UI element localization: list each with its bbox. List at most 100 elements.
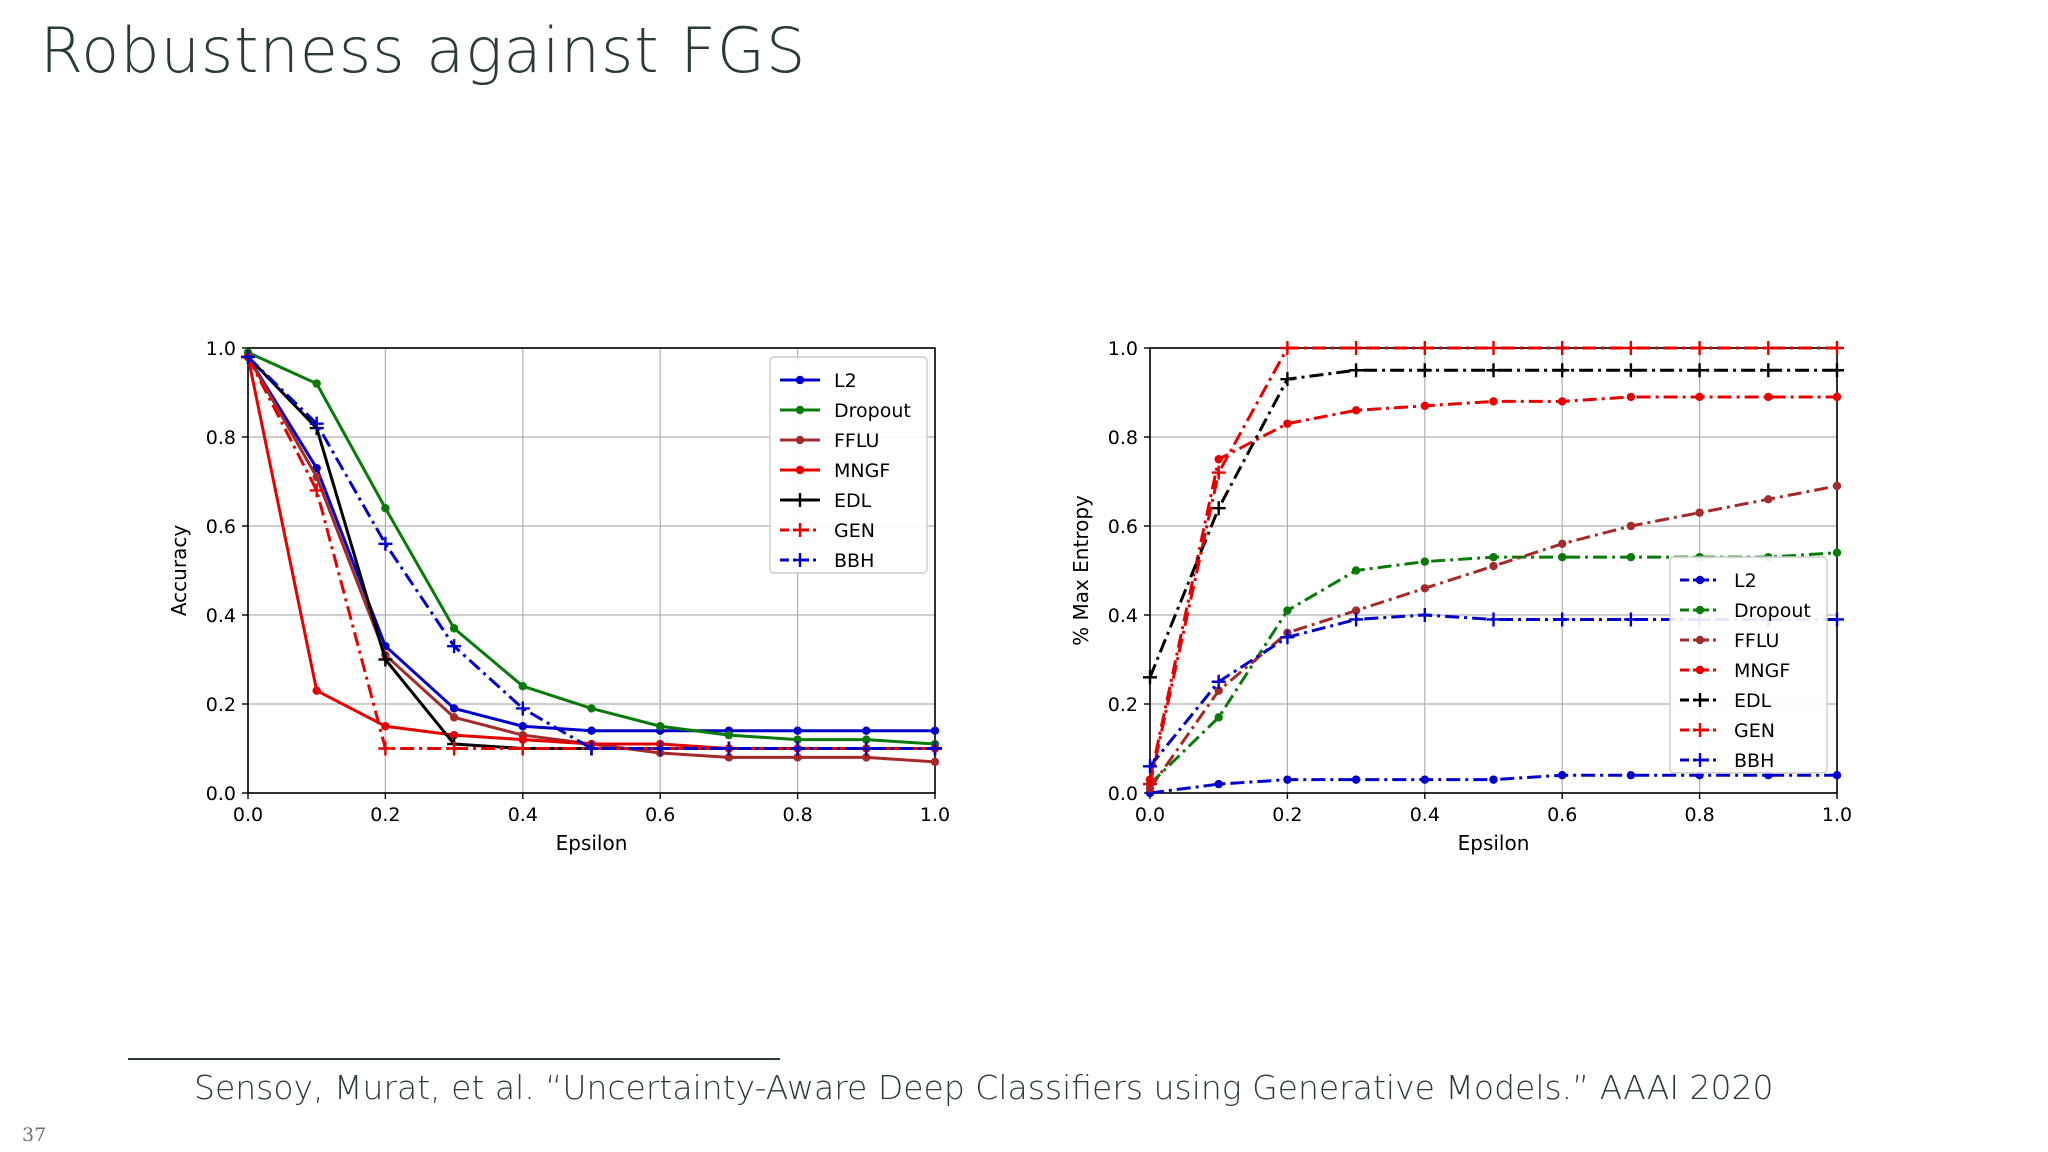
legend-label: GEN (834, 520, 875, 542)
data-point (1695, 508, 1704, 517)
legend-item-mngf: MNGF (1680, 660, 1790, 682)
legend-item-gen: GEN (1680, 720, 1775, 742)
data-point (928, 741, 942, 756)
data-point (1486, 341, 1501, 355)
data-point (1558, 539, 1567, 548)
y-tick-label: 0.6 (206, 516, 236, 538)
legend-label: FFLU (1734, 630, 1779, 652)
data-point (1832, 548, 1842, 557)
legend-label: Dropout (1734, 600, 1811, 622)
data-point (1761, 341, 1776, 355)
data-point (1143, 777, 1157, 792)
legend-item-fflu: FFLU (780, 430, 879, 452)
legend-marker (793, 553, 807, 567)
legend-marker (1693, 753, 1707, 767)
y-tick-label: 0.2 (206, 694, 236, 716)
legend-label: MNGF (834, 460, 890, 482)
data-point (1280, 630, 1295, 645)
legend-item-edl: EDL (780, 490, 872, 512)
footnote-citation: Sensoy, Murat, et al. “Uncertainty-Aware… (194, 1068, 1774, 1107)
data-point (447, 741, 462, 756)
data-point (1558, 397, 1567, 406)
data-point (656, 722, 665, 731)
data-point (518, 722, 527, 731)
legend-label: GEN (1734, 720, 1775, 742)
legend-item-gen: GEN (780, 520, 875, 542)
data-point (1283, 606, 1292, 615)
data-point (378, 652, 393, 667)
series-bbh (241, 349, 942, 756)
data-point (653, 741, 668, 756)
y-tick-label: 0.8 (206, 427, 236, 449)
data-point (1280, 341, 1295, 355)
series-gen (1143, 341, 1844, 792)
data-point (1351, 606, 1361, 615)
data-point (930, 726, 940, 735)
data-point (1558, 771, 1567, 780)
data-point (1351, 775, 1361, 784)
y-tick-label: 0.6 (1108, 516, 1138, 538)
x-tick-label: 0.6 (1547, 804, 1577, 826)
data-point (793, 735, 802, 744)
data-point (1143, 670, 1157, 685)
data-point (309, 416, 324, 431)
max-entropy-chart: 0.0 0.2 0.4 0.6 0.8 1.0 0.0 0.2 0.4 0.6 0.8 1.0 Epsi… (1069, 338, 1852, 855)
data-point (1214, 686, 1223, 695)
y-tick-label: 1.0 (206, 338, 236, 360)
x-tick-label: 1.0 (920, 804, 950, 826)
legend-label: EDL (1734, 690, 1772, 712)
data-point (518, 735, 527, 744)
x-tick-label: 0.6 (645, 804, 675, 826)
data-point (1692, 363, 1707, 378)
data-point (1555, 612, 1570, 627)
y-tick-label: 0.4 (1108, 605, 1138, 627)
legend-label: EDL (834, 490, 872, 512)
legend-label: L2 (834, 370, 857, 392)
data-point (859, 741, 874, 756)
series-edl (1143, 363, 1844, 685)
data-point (1832, 481, 1842, 491)
legend-label: FFLU (834, 430, 879, 452)
data-point (1486, 612, 1501, 627)
x-tick-label: 1.0 (1822, 804, 1852, 826)
data-point (1211, 501, 1226, 516)
data-point (790, 741, 805, 756)
data-point (312, 686, 321, 695)
data-point (1489, 775, 1498, 784)
footnote-divider (128, 1058, 780, 1060)
data-point (1695, 392, 1704, 402)
data-point (1420, 584, 1430, 593)
data-point (515, 741, 530, 756)
data-point (1280, 372, 1295, 387)
data-point (447, 639, 462, 654)
x-tick-label: 0.2 (1272, 804, 1302, 826)
data-point (1211, 674, 1226, 689)
legend-marker (795, 435, 805, 445)
x-tick-label: 0.0 (233, 804, 263, 826)
data-point (1830, 341, 1844, 355)
data-point (518, 682, 527, 691)
y-axis-label: Accuracy (167, 525, 191, 616)
data-point (1420, 775, 1430, 784)
data-point (1211, 465, 1226, 480)
data-point (1623, 363, 1638, 378)
data-point (1349, 363, 1364, 378)
accuracy-chart: 0.0 0.2 0.4 0.6 0.8 1.0 0.0 0.2 0.4 0.6 0.8 1.0 Epsi… (167, 338, 950, 855)
data-point (1489, 561, 1498, 571)
legend-item-edl: EDL (1680, 690, 1772, 712)
x-tick-label: 0.2 (370, 804, 400, 826)
legend-marker (1695, 605, 1705, 615)
data-point (378, 741, 393, 756)
legend-item-bbh: BBH (1680, 750, 1774, 772)
legend-item-l2: L2 (1680, 570, 1757, 592)
data-point (1143, 759, 1157, 774)
legend-box (1669, 556, 1828, 774)
data-point (793, 753, 802, 762)
data-point (1417, 608, 1432, 622)
data-point (1626, 521, 1636, 531)
data-point (1830, 363, 1844, 378)
data-point (449, 730, 459, 740)
data-point (241, 349, 255, 364)
data-point (587, 704, 596, 713)
legend-label: BBH (834, 550, 874, 572)
